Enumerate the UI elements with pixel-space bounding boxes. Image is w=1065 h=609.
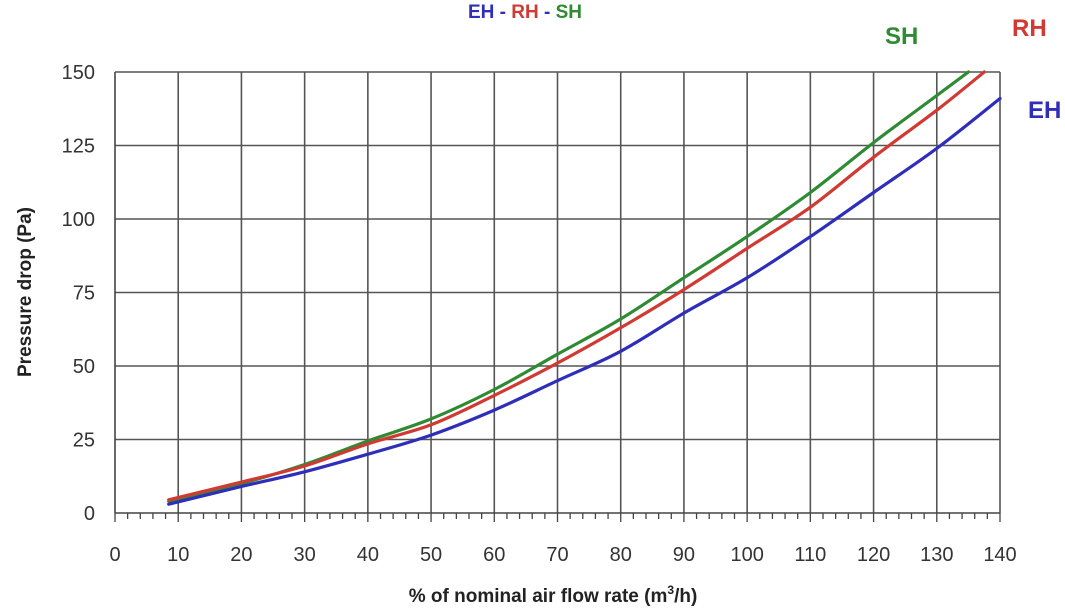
y-tick-label: 150 [62,62,95,84]
x-tick-label: 60 [483,544,505,566]
series-label-eh: EH [1028,97,1061,124]
title-sep-2: - [539,2,556,23]
x-tick-label: 30 [294,544,316,566]
series-line-eh [167,96,1002,506]
x-tick-label: 90 [673,544,695,566]
x-axis-title-main: % of nominal air flow rate (m [409,586,668,607]
x-axis-title-end: /h) [674,586,697,607]
x-tick-label: 140 [983,544,1016,566]
x-tick-label: 70 [546,544,568,566]
title-eh: EH [468,2,494,23]
x-tick-label: 20 [230,544,252,566]
axes [114,72,1000,514]
title-sh: SH [556,2,582,23]
y-tick-label: 75 [73,283,95,305]
x-tick-label: 40 [357,544,379,566]
x-minor-ticks [114,513,1001,522]
x-tick-label: 120 [857,544,890,566]
x-tick-label: 100 [730,544,763,566]
y-tick-label: 0 [84,503,95,525]
x-tick-label: 80 [610,544,632,566]
y-tick-label: 125 [62,136,95,158]
series-label-rh: RH [1012,15,1047,42]
x-tick-label: 50 [420,544,442,566]
series-line-sh [167,70,970,503]
y-tick-label: 25 [73,430,95,452]
title-sep-1: - [494,2,511,23]
x-axis-title-sup: 3 [667,583,674,597]
title-rh: RH [511,2,538,23]
y-axis-title: Pressure drop (Pa) [15,207,36,377]
y-tick-labels: 0 25 50 75 100 125 150 [62,62,95,525]
x-tick-label: 130 [920,544,953,566]
grid [115,71,1001,513]
series-label-sh: SH [885,23,918,50]
x-axis-title: % of nominal air flow rate (m3/h) [409,583,698,607]
x-tick-label: 110 [794,544,826,566]
x-tick-label: 10 [167,544,189,566]
chart-title: EH - RH - SH [468,2,582,23]
x-tick-labels: 0 10 20 30 40 50 60 70 80 90 100 110 120 130 140 [109,544,1016,566]
series-line-rh [167,70,986,502]
y-tick-label: 100 [62,209,95,231]
y-tick-label: 50 [73,356,95,378]
series-lines [167,70,1002,506]
x-tick-label: 0 [109,544,120,566]
